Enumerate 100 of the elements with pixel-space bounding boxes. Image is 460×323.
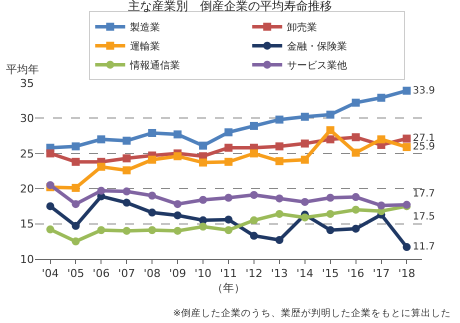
point <box>326 226 334 234</box>
point <box>224 216 232 224</box>
point <box>250 232 258 240</box>
legend-label: 製造業 <box>130 22 160 34</box>
x-tick-label: '09 <box>169 267 186 280</box>
point <box>275 236 284 244</box>
point <box>122 154 131 162</box>
x-tick-label: '11 <box>220 267 238 280</box>
y-tick-label: 30 <box>20 112 34 126</box>
point <box>97 186 106 195</box>
data-label: 11.7 <box>412 242 435 253</box>
point <box>72 184 80 192</box>
point <box>72 237 80 246</box>
data-label: 17.7 <box>412 188 435 200</box>
point <box>174 200 182 208</box>
point <box>352 98 360 107</box>
data-label: 33.9 <box>412 85 435 96</box>
point <box>199 142 208 150</box>
y-tick-label: 35 <box>20 76 34 90</box>
point <box>352 224 360 233</box>
point <box>148 156 156 164</box>
x-tick-label: '12 <box>245 267 262 280</box>
point <box>275 194 284 202</box>
point <box>224 144 232 152</box>
x-tick-label: '10 <box>194 267 212 280</box>
point <box>352 206 360 214</box>
point <box>72 158 80 166</box>
point <box>148 208 156 217</box>
point <box>148 128 156 137</box>
point <box>72 222 80 230</box>
point <box>300 112 309 121</box>
point <box>148 192 156 200</box>
x-tick-label: '14 <box>296 267 314 280</box>
point <box>122 187 131 196</box>
x-tick-label: '04 <box>42 267 59 280</box>
text: ※倒産した企業のうち、業歴が判明した企業をもとに算出した <box>173 307 451 319</box>
point <box>72 200 80 208</box>
point <box>300 156 309 164</box>
legend-label: 卸売業 <box>287 22 318 34</box>
point <box>46 149 54 158</box>
data-label: 25.9 <box>412 142 435 153</box>
point <box>402 143 411 152</box>
x-tick-label: '16 <box>347 267 364 280</box>
x-tick-label: '17 <box>372 267 390 280</box>
point <box>352 133 360 142</box>
point <box>326 135 334 144</box>
point <box>300 213 309 222</box>
point <box>224 128 232 136</box>
point <box>199 158 208 167</box>
point <box>275 210 284 218</box>
y-tick-label: 15 <box>20 218 34 231</box>
y-axis-title: 平均年 <box>6 63 39 76</box>
point <box>122 226 131 235</box>
point <box>250 149 258 158</box>
x-tick-label: '13 <box>270 267 288 280</box>
y-tick-label: 25 <box>20 147 34 160</box>
x-tick-label: '05 <box>67 267 84 280</box>
data-label: 17.5 <box>412 212 435 223</box>
point <box>326 210 334 218</box>
point <box>97 226 106 234</box>
x-tick-label: '08 <box>144 267 161 280</box>
point <box>97 162 106 171</box>
x-axis-title: （年） <box>212 281 245 294</box>
point <box>300 198 309 206</box>
legend-label: 金融・保険業 <box>287 40 348 53</box>
point <box>199 196 208 204</box>
legend-label: 情報通信業 <box>129 60 180 72</box>
point <box>122 198 131 207</box>
point <box>377 135 386 144</box>
x-tick-label: '15 <box>322 267 339 280</box>
point <box>250 216 258 224</box>
legend-label: 運輸業 <box>130 40 160 53</box>
y-tick-label: 10 <box>20 252 34 266</box>
x-tick-label: '06 <box>92 267 110 280</box>
chart-title: 主な産業別 倒産企業の平均寿命推移 <box>128 0 332 14</box>
point <box>174 211 182 220</box>
point <box>174 226 182 235</box>
point <box>122 136 131 145</box>
x-tick-label: '07 <box>118 267 136 280</box>
point <box>352 148 360 157</box>
point <box>224 226 232 234</box>
point <box>402 86 411 95</box>
point <box>250 190 258 199</box>
point <box>326 194 334 202</box>
point <box>250 122 258 130</box>
legend-label: サービス業他 <box>287 60 348 72</box>
point <box>377 202 386 210</box>
point <box>174 130 182 138</box>
point <box>97 135 106 144</box>
point <box>402 134 411 143</box>
point <box>300 140 309 148</box>
point <box>46 225 54 234</box>
y-tick-label: 20 <box>20 182 34 196</box>
point <box>199 222 208 231</box>
point <box>352 193 360 202</box>
point <box>72 142 80 150</box>
x-tick-label: '18 <box>398 267 416 280</box>
point <box>275 116 284 124</box>
point <box>224 194 232 202</box>
point <box>122 166 131 174</box>
